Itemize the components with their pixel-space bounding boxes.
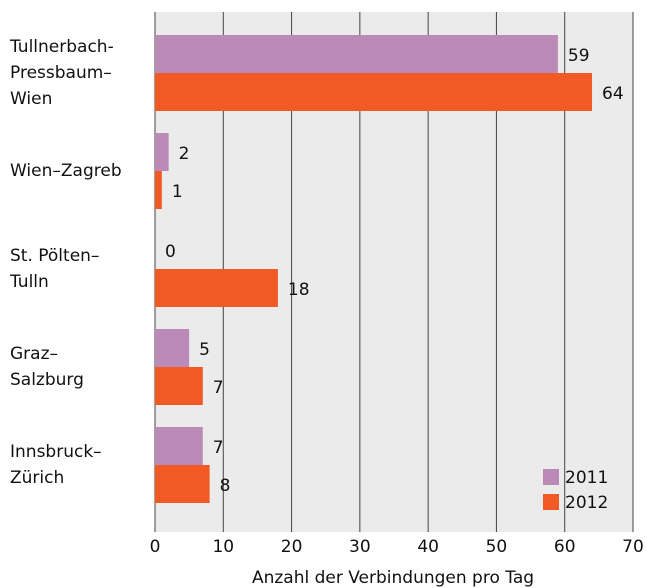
y-tick-label: Tullnerbach- Pressbaum– Wien — [9, 37, 114, 109]
bar — [155, 171, 162, 209]
bar — [155, 73, 593, 111]
bar — [155, 35, 558, 73]
legend-label: 2011 — [565, 468, 608, 488]
x-tick-label: 70 — [622, 537, 644, 557]
y-tick-line: Tulln — [9, 272, 49, 292]
x-tick-label: 50 — [486, 537, 508, 557]
value-label: 1 — [172, 182, 183, 202]
y-tick-label: Wien–Zagreb — [10, 161, 122, 181]
bar — [155, 329, 190, 367]
x-tick-label: 10 — [212, 537, 234, 557]
value-label: 7 — [213, 438, 224, 458]
value-label: 64 — [602, 84, 624, 104]
bar — [155, 465, 210, 503]
bar — [155, 133, 169, 171]
y-tick-line: Tullnerbach- — [9, 37, 114, 57]
x-tick-label: 20 — [281, 537, 303, 557]
value-label: 18 — [288, 280, 310, 300]
legend-swatch — [543, 494, 559, 510]
y-tick-line: Zürich — [10, 468, 64, 488]
y-tick-line: Pressbaum– — [10, 63, 112, 83]
y-tick-line: Innsbruck– — [10, 442, 102, 462]
y-tick-line: St. Pölten– — [10, 246, 99, 266]
value-label: 0 — [165, 242, 176, 262]
y-tick-line: Wien — [10, 89, 52, 109]
legend-swatch — [543, 469, 559, 485]
value-label: 2 — [179, 144, 190, 164]
y-tick-line: Graz– — [10, 344, 58, 364]
y-tick-label: St. Pölten– Tulln — [9, 246, 99, 292]
bar — [155, 269, 278, 307]
x-tick-label: 60 — [554, 537, 576, 557]
bar — [155, 367, 203, 405]
y-tick-line: Wien–Zagreb — [10, 161, 122, 181]
y-tick-label: Graz– Salzburg — [10, 344, 84, 390]
x-tick-label: 40 — [417, 537, 439, 557]
value-label: 5 — [199, 340, 210, 360]
x-tick-label: 0 — [150, 537, 161, 557]
y-tick-line: Salzburg — [10, 370, 84, 390]
bar — [155, 427, 203, 465]
x-tick-label: 30 — [349, 537, 371, 557]
value-label: 59 — [568, 46, 590, 66]
value-label: 7 — [213, 378, 224, 398]
value-label: 8 — [220, 476, 231, 496]
y-tick-label: Innsbruck– Zürich — [10, 442, 102, 488]
legend-label: 2012 — [565, 493, 608, 513]
x-axis-label: Anzahl der Verbindungen pro Tag — [252, 568, 534, 588]
